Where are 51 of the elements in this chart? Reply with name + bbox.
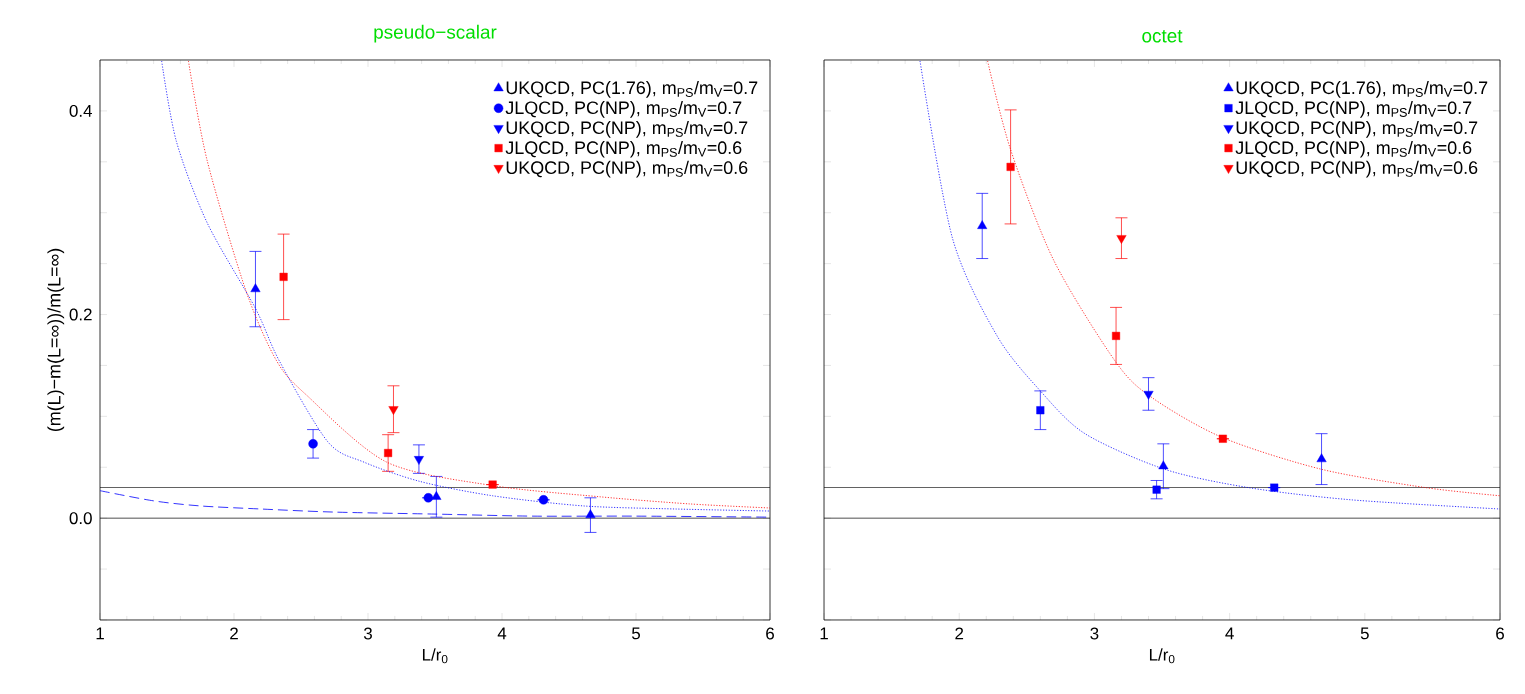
- point: [1218, 434, 1227, 443]
- chart-title: octet: [1142, 30, 1183, 43]
- point: [250, 283, 261, 293]
- point: [1006, 162, 1015, 171]
- y-tick-label: 0.0: [69, 512, 92, 525]
- point: [279, 272, 288, 281]
- point: [1316, 453, 1327, 463]
- point: [388, 406, 399, 415]
- point: [1152, 485, 1161, 494]
- point: [1143, 391, 1154, 400]
- legend-label: JLQCD, PC(NP), m$_{PS}$/m$_{V}$=0.6: [505, 140, 742, 158]
- x-tick-label: 4: [497, 627, 507, 640]
- point: [1116, 235, 1127, 244]
- legend-label: UKQCD, PC(1.76), m$_{PS}$/m$_{V}$=0.7: [1236, 80, 1488, 98]
- point: [977, 220, 988, 229]
- y-tick-label: 0.4: [69, 104, 92, 117]
- x-tick-label: 5: [631, 627, 641, 640]
- x-tick-label: 3: [1090, 627, 1099, 640]
- point: [1112, 331, 1121, 340]
- x-tick-label: 6: [766, 627, 774, 640]
- legend-label: UKQCD, PC(NP), m$_{PS}$/m$_{V}$=0.6: [1236, 160, 1478, 178]
- y-axis-title: (m(L)−m(L=∞))/m(L=∞): [47, 248, 65, 432]
- point: [1158, 460, 1169, 470]
- point: [1036, 406, 1045, 415]
- point: [431, 491, 442, 500]
- y-tick-label: 0.2: [69, 308, 92, 321]
- legend-label: UKQCD, PC(1.76), m$_{PS}$/m$_{V}$=0.7: [506, 80, 758, 98]
- legend-label: UKQCD, PC(NP), m$_{PS}$/m$_{V}$=0.6: [506, 160, 748, 178]
- x-axis-title: L/r$_{0}$: [422, 648, 448, 664]
- x-tick-label: 5: [1360, 627, 1369, 640]
- legend-label: JLQCD, PC(NP), m$_{PS}$/m$_{V}$=0.7: [1235, 100, 1472, 118]
- x-tick-label: 3: [363, 627, 372, 640]
- point: [1270, 483, 1279, 492]
- x-tick-label: 1: [820, 627, 828, 640]
- point: [413, 456, 424, 465]
- point: [384, 449, 393, 457]
- x-tick-label: 1: [96, 627, 104, 640]
- legend-label: JLQCD, PC(NP), m$_{PS}$/m$_{V}$=0.6: [1235, 140, 1472, 158]
- x-tick-label: 6: [1496, 627, 1504, 640]
- point: [488, 480, 497, 489]
- point: [585, 509, 596, 519]
- x-tick-label: 2: [230, 627, 238, 640]
- x-axis-title: L/r$_{0}$: [1149, 648, 1175, 664]
- point: [538, 495, 549, 505]
- x-tick-label: 2: [955, 627, 964, 640]
- chart-title: pseudo−scalar: [374, 24, 497, 43]
- legend-label: UKQCD, PC(NP), m$_{PS}$/m$_{V}$=0.7: [1236, 120, 1478, 138]
- point: [308, 439, 318, 449]
- legend-label: JLQCD, PC(NP), m$_{PS}$/m$_{V}$=0.7: [505, 100, 742, 118]
- x-tick-label: 4: [1225, 627, 1234, 640]
- legend-label: UKQCD, PC(NP), m$_{PS}$/m$_{V}$=0.7: [506, 120, 748, 138]
